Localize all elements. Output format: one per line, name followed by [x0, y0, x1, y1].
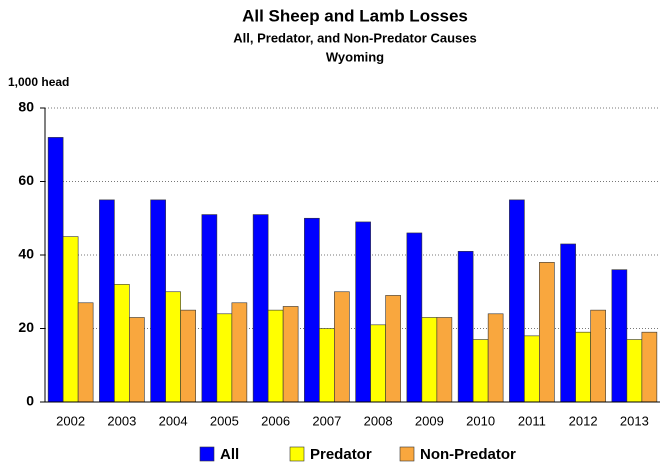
bar: [421, 317, 438, 403]
legend-swatch: [399, 446, 415, 462]
bar: [129, 317, 145, 403]
bar: [165, 291, 181, 403]
x-tick-label: 2007: [312, 413, 341, 428]
x-tick-label: 2011: [518, 413, 546, 428]
bar: [304, 217, 320, 403]
x-tick-label: 2009: [415, 413, 444, 428]
bar: [406, 232, 423, 403]
x-tick-label: 2010: [466, 413, 495, 428]
y-tick-label: 60: [18, 172, 34, 188]
x-tick-label: 2002: [56, 413, 85, 428]
bar: [150, 199, 166, 403]
bar: [201, 214, 218, 403]
x-tick-label: 2012: [569, 413, 598, 428]
bar: [355, 221, 371, 403]
legend-label: All: [220, 446, 239, 463]
legend-label: Non-Predator: [420, 446, 516, 463]
bar: [180, 309, 196, 403]
bar: [282, 306, 299, 403]
bar: [62, 236, 79, 403]
bar: [385, 295, 401, 403]
bar: [47, 137, 64, 403]
chart-title: All Sheep and Lamb Losses: [242, 6, 468, 25]
y-axis-label: 1,000 head: [8, 75, 69, 89]
bar: [611, 269, 628, 403]
chart-subtitle: Wyoming: [326, 49, 384, 64]
bar: [319, 328, 335, 403]
y-tick-label: 0: [26, 393, 34, 409]
legend-label: Predator: [310, 446, 372, 463]
bar: [436, 317, 453, 403]
bar: [216, 313, 233, 403]
x-tick-label: 2008: [364, 413, 393, 428]
bar: [99, 199, 115, 403]
bar: [524, 335, 540, 403]
bar: [114, 284, 130, 403]
chart-subtitle: All, Predator, and Non-Predator Causes: [233, 30, 476, 45]
bar: [626, 339, 643, 403]
bar: [77, 302, 94, 403]
x-tick-label: 2005: [210, 413, 239, 428]
bar: [641, 331, 658, 403]
bar: [457, 251, 474, 403]
x-tick-label: 2013: [620, 413, 649, 428]
x-tick-label: 2003: [107, 413, 136, 428]
bar: [252, 214, 269, 403]
legend-swatch: [289, 446, 305, 462]
y-tick-label: 80: [18, 99, 34, 115]
bar: [231, 302, 248, 403]
y-tick-label: 40: [18, 246, 34, 262]
bar: [539, 262, 555, 403]
bar: [267, 309, 284, 403]
bar: [560, 243, 576, 403]
bar: [370, 324, 386, 403]
x-tick-label: 2004: [159, 413, 188, 428]
bar: [472, 339, 489, 403]
legend-swatch: [199, 446, 215, 462]
bar: [575, 331, 591, 403]
bar: [487, 313, 504, 403]
x-tick-label: 2006: [261, 413, 290, 428]
bar: [590, 309, 606, 403]
bar: [509, 199, 525, 403]
y-tick-label: 20: [18, 319, 34, 335]
bar: [334, 291, 350, 403]
